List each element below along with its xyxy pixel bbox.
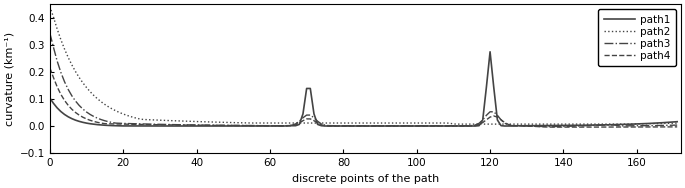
- Line: path2: path2: [50, 6, 677, 124]
- path1: [673, 121, 682, 123]
- path2: [328, 122, 336, 124]
- path4: [46, 67, 54, 69]
- Legend: path1, path2, path3, path4: path1, path2, path3, path4: [599, 9, 675, 66]
- path3: [548, 125, 556, 128]
- path1: [46, 97, 54, 99]
- path1: [93, 124, 101, 126]
- path3: [328, 125, 336, 127]
- X-axis label: discrete points of the path: discrete points of the path: [292, 174, 439, 184]
- path4: [328, 125, 336, 127]
- path3: [379, 125, 388, 127]
- path2: [46, 5, 54, 8]
- path1: [233, 125, 241, 127]
- path1: [160, 125, 168, 127]
- path4: [379, 125, 388, 127]
- path2: [416, 122, 425, 124]
- path4: [416, 125, 425, 127]
- path3: [93, 117, 101, 119]
- path2: [457, 123, 465, 125]
- path4: [673, 126, 682, 128]
- path2: [673, 122, 682, 124]
- Line: path1: path1: [50, 52, 677, 126]
- path2: [93, 98, 101, 100]
- path4: [552, 126, 560, 128]
- path2: [379, 122, 388, 124]
- path4: [247, 124, 256, 127]
- path4: [229, 124, 238, 127]
- path4: [93, 121, 101, 124]
- path3: [229, 124, 238, 127]
- path3: [416, 125, 425, 127]
- path2: [247, 122, 256, 124]
- path1: [251, 125, 260, 127]
- Line: path4: path4: [50, 68, 677, 127]
- Line: path3: path3: [50, 33, 677, 127]
- path1: [383, 125, 391, 127]
- path1: [332, 125, 340, 127]
- path1: [420, 125, 428, 127]
- path3: [673, 124, 682, 126]
- path3: [46, 32, 54, 34]
- Y-axis label: curvature (km⁻¹): curvature (km⁻¹): [4, 32, 14, 126]
- path2: [229, 121, 238, 124]
- path3: [247, 124, 256, 127]
- path1: [486, 51, 494, 53]
